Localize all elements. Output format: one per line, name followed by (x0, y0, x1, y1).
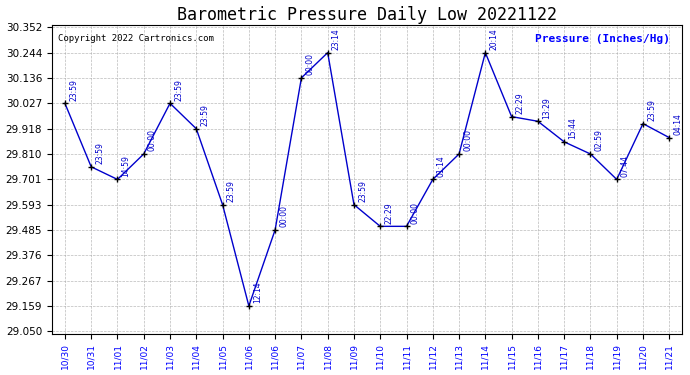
Text: 00:00: 00:00 (306, 53, 315, 75)
Text: 00:00: 00:00 (148, 129, 157, 151)
Text: 07:44: 07:44 (621, 154, 630, 177)
Text: 04:14: 04:14 (673, 113, 682, 135)
Text: Pressure (Inches/Hg): Pressure (Inches/Hg) (535, 34, 670, 44)
Text: 23:59: 23:59 (69, 79, 78, 101)
Text: 23:59: 23:59 (201, 104, 210, 126)
Text: 02:59: 02:59 (595, 129, 604, 151)
Text: 12:14: 12:14 (253, 282, 262, 303)
Text: 00:00: 00:00 (411, 201, 420, 223)
Text: 15:44: 15:44 (569, 117, 578, 139)
Text: 23:59: 23:59 (227, 180, 236, 202)
Text: 00:00: 00:00 (463, 129, 472, 151)
Text: 13:29: 13:29 (542, 97, 551, 118)
Text: 23:59: 23:59 (95, 142, 104, 164)
Text: 20:14: 20:14 (489, 28, 498, 50)
Text: Copyright 2022 Cartronics.com: Copyright 2022 Cartronics.com (58, 34, 214, 44)
Title: Barometric Pressure Daily Low 20221122: Barometric Pressure Daily Low 20221122 (177, 6, 557, 24)
Text: 23:59: 23:59 (647, 99, 656, 121)
Text: 22:29: 22:29 (384, 202, 393, 223)
Text: 23:59: 23:59 (174, 79, 183, 101)
Text: 23:59: 23:59 (358, 180, 367, 202)
Text: 01:14: 01:14 (437, 155, 446, 177)
Text: 14:59: 14:59 (121, 155, 130, 177)
Text: 00:00: 00:00 (279, 205, 288, 227)
Text: 22:29: 22:29 (516, 92, 525, 114)
Text: 23:14: 23:14 (332, 28, 341, 50)
